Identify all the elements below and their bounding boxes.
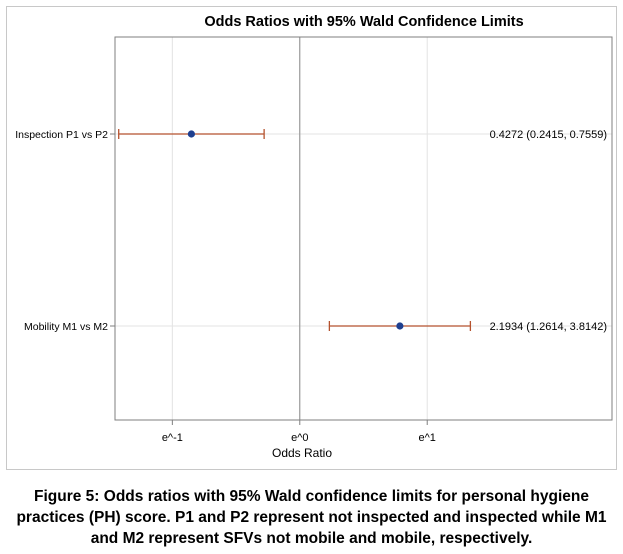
figure-frame: [6, 6, 617, 470]
x-tick-label-2: e^1: [419, 432, 436, 444]
row-annotation-1: 2.1934 (1.2614, 3.8142): [490, 321, 607, 333]
x-tick-label-1: e^0: [291, 432, 308, 444]
forest-plot: Odds Ratios with 95% Wald Confidence Lim…: [15, 14, 613, 460]
plot-frame: [114, 36, 613, 421]
figure-caption: Figure 5: Odds ratios with 95% Wald conf…: [16, 488, 607, 547]
row-annotation-0: 0.4272 (0.2415, 0.7559): [490, 129, 607, 141]
point-estimate-1: [396, 322, 404, 330]
x-tick-label-0: e^-1: [162, 432, 183, 444]
y-tick-label-0: Inspection P1 vs P2: [15, 129, 108, 141]
x-axis-label: Odds Ratio: [272, 446, 332, 460]
point-estimate-0: [187, 130, 195, 138]
chart-title: Odds Ratios with 95% Wald Confidence Lim…: [204, 14, 523, 30]
y-tick-label-1: Mobility M1 vs M2: [24, 321, 108, 333]
